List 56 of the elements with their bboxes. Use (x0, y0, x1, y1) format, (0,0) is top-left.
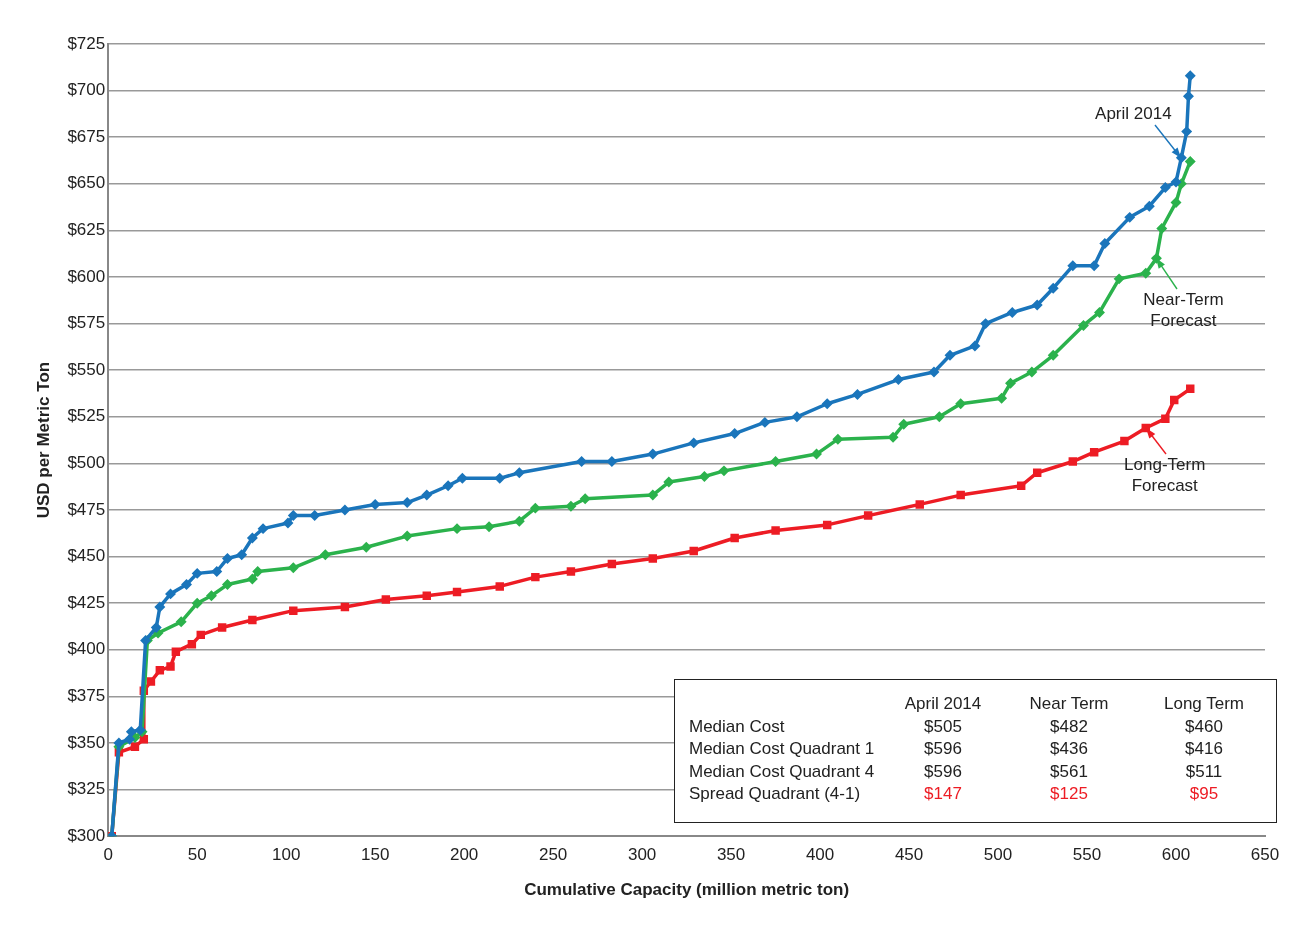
x-tick-label: 300 (627, 845, 657, 865)
annotation: Long-Term Forecast (1123, 453, 1207, 496)
x-tick-label: 150 (360, 845, 390, 865)
y-tick-label: $675 (67, 126, 106, 146)
annotation: Near Term (1028, 694, 1110, 714)
y-tick-label: $550 (67, 359, 106, 379)
annotation: Median Cost Quadrant 4 (689, 761, 875, 782)
x-tick-label: 450 (894, 845, 924, 865)
y-tick-label: $700 (67, 80, 106, 100)
x-tick-label: 550 (1072, 845, 1102, 865)
x-tick-label: 250 (538, 845, 568, 865)
annotation: $482 (1049, 716, 1089, 737)
y-tick-label: $725 (67, 33, 106, 53)
annotation: Median Cost Quadrant 1 (689, 739, 875, 759)
annotation: $95 (1188, 784, 1220, 804)
annotation: $505 (923, 716, 963, 737)
annotation: Median Cost (689, 716, 785, 737)
y-tick-label: $300 (67, 825, 106, 845)
annotation: April 2014 (903, 694, 983, 714)
annotation: April 2014 (1094, 103, 1173, 125)
y-tick-label: $525 (67, 406, 106, 426)
annotation: $511 (1184, 761, 1224, 782)
annotation: $561 (1049, 761, 1089, 782)
y-tick-label: $425 (67, 592, 106, 612)
x-tick-label: 100 (272, 845, 301, 865)
y-axis-title: USD per Metric Ton (33, 361, 53, 519)
y-tick-label: $450 (67, 546, 106, 566)
x-tick-label: 500 (983, 845, 1013, 865)
x-tick-label: 400 (805, 845, 835, 865)
x-tick-label: 50 (187, 845, 207, 865)
annotation: $596 (923, 739, 963, 759)
x-tick-label: 200 (449, 845, 479, 865)
y-tick-label: $600 (67, 266, 106, 286)
annotation: $147 (923, 784, 963, 804)
y-tick-label: $400 (67, 639, 106, 659)
annotation: $416 (1184, 739, 1224, 759)
annotation: Long Term (1163, 694, 1245, 714)
x-tick-label: 600 (1161, 845, 1191, 865)
y-tick-label: $650 (67, 173, 106, 193)
annotation: Spread Quadrant (4-1) (689, 784, 861, 804)
x-tick-label: 650 (1250, 845, 1280, 865)
x-tick-label: 350 (716, 845, 746, 865)
y-tick-label: $575 (67, 313, 106, 333)
y-tick-label: $375 (67, 686, 106, 706)
y-tick-label: $350 (67, 732, 106, 752)
annotation: $596 (923, 761, 963, 782)
y-tick-label: $475 (67, 499, 106, 519)
x-axis-title: Cumulative Capacity (million metric ton) (524, 880, 850, 900)
y-tick-label: $625 (67, 220, 106, 240)
annotation: $125 (1049, 784, 1089, 804)
y-tick-label: $500 (67, 453, 106, 473)
annotation: Near-Term Forecast (1142, 289, 1225, 332)
annotation: $436 (1049, 739, 1089, 759)
x-tick-label: 0 (103, 845, 113, 865)
annotation: $460 (1184, 716, 1224, 737)
y-tick-label: $325 (67, 779, 106, 799)
